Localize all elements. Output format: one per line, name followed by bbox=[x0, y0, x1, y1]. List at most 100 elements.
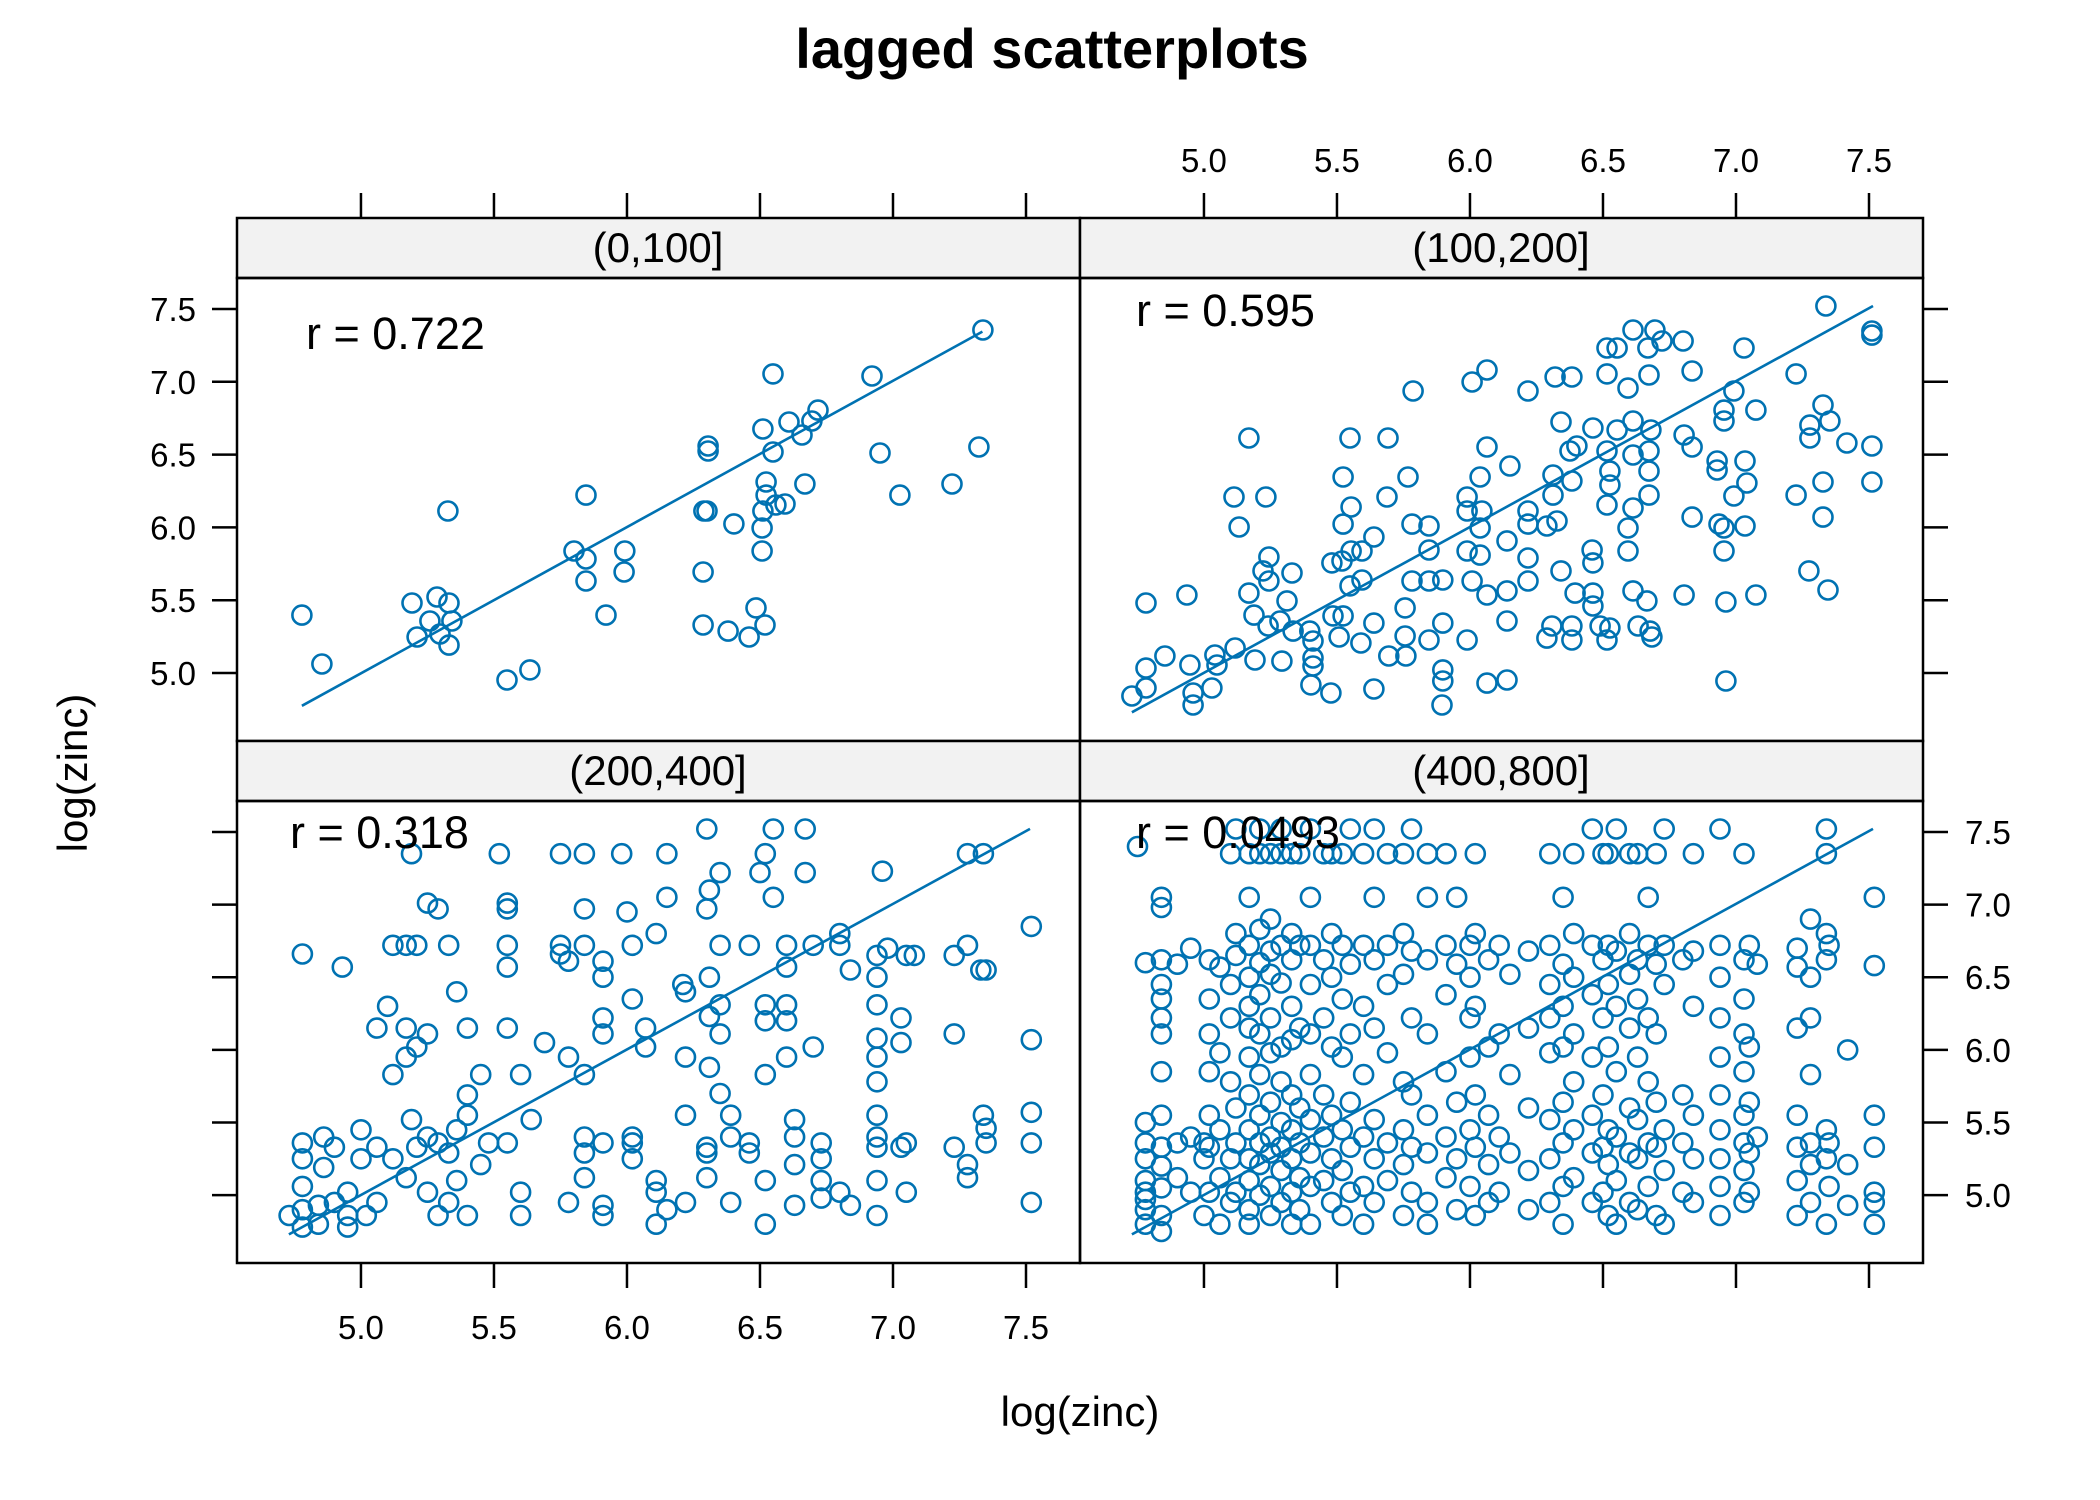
data-point bbox=[751, 517, 773, 539]
data-point bbox=[1312, 1126, 1335, 1148]
data-point bbox=[866, 944, 888, 967]
data-point bbox=[613, 561, 635, 583]
data-point bbox=[1562, 842, 1585, 865]
data-point bbox=[1477, 948, 1500, 971]
data-point bbox=[1134, 1132, 1157, 1154]
data-point bbox=[1709, 818, 1731, 840]
points-panel-1 bbox=[1121, 295, 1883, 716]
data-point bbox=[488, 842, 511, 865]
data-point bbox=[1738, 1091, 1761, 1113]
data-point bbox=[1352, 995, 1375, 1018]
data-point bbox=[1401, 513, 1423, 535]
data-point bbox=[496, 956, 519, 978]
correlation-label-panel-2: r = 0.318 bbox=[290, 807, 469, 858]
data-point bbox=[709, 861, 731, 884]
data-point bbox=[1392, 922, 1415, 945]
data-point bbox=[1249, 1023, 1271, 1045]
data-point bbox=[1645, 1023, 1667, 1045]
data-point bbox=[1536, 515, 1558, 537]
data-point bbox=[366, 1017, 388, 1039]
data-point bbox=[1193, 1148, 1215, 1170]
data-point bbox=[774, 493, 796, 515]
data-point bbox=[943, 1023, 966, 1045]
data-point bbox=[1517, 940, 1540, 962]
data-point bbox=[1709, 1046, 1731, 1068]
data-point bbox=[1352, 1175, 1375, 1198]
strip-panel-3 bbox=[1078, 739, 1925, 803]
data-point bbox=[1435, 1166, 1457, 1189]
x-tick-label-bottom: 5.0 bbox=[338, 1309, 384, 1346]
data-point bbox=[751, 540, 773, 562]
data-point bbox=[1606, 419, 1628, 441]
data-point bbox=[1464, 1136, 1487, 1158]
data-point bbox=[1400, 940, 1423, 962]
data-point bbox=[1863, 1136, 1886, 1158]
data-point bbox=[1363, 948, 1385, 971]
data-point bbox=[794, 473, 816, 495]
data-point bbox=[1863, 1104, 1886, 1126]
data-point bbox=[1257, 615, 1279, 637]
data-point bbox=[616, 901, 638, 923]
data-point bbox=[1300, 674, 1322, 696]
data-point bbox=[621, 1132, 644, 1154]
data-point bbox=[1331, 934, 1354, 957]
data-point bbox=[1432, 670, 1454, 692]
data-point bbox=[1176, 584, 1198, 606]
data-point bbox=[427, 1204, 449, 1227]
data-point bbox=[1418, 539, 1440, 561]
data-point bbox=[1818, 934, 1840, 957]
data-point bbox=[1799, 1007, 1822, 1029]
y-tick-label-left: 6.5 bbox=[150, 437, 196, 474]
data-point bbox=[828, 922, 851, 945]
data-point bbox=[1020, 915, 1043, 938]
data-point bbox=[1179, 654, 1201, 676]
data-point bbox=[1209, 1119, 1231, 1141]
data-point bbox=[1708, 513, 1730, 535]
data-point bbox=[1238, 1213, 1260, 1235]
data-point bbox=[895, 944, 918, 967]
data-point bbox=[1363, 818, 1385, 840]
data-point bbox=[839, 1194, 862, 1217]
data-point bbox=[866, 1046, 888, 1068]
data-point bbox=[943, 1136, 966, 1158]
data-point bbox=[1682, 1148, 1705, 1170]
x-tick-label-bottom: 6.5 bbox=[737, 1309, 783, 1346]
data-point bbox=[1339, 1136, 1362, 1158]
data-point bbox=[1626, 1108, 1649, 1131]
data-point bbox=[1280, 1213, 1303, 1235]
data-point bbox=[1626, 988, 1649, 1010]
data-point bbox=[1539, 1191, 1561, 1214]
data-point bbox=[1723, 380, 1745, 402]
data-point bbox=[1238, 934, 1260, 957]
data-point bbox=[1435, 983, 1457, 1006]
data-point bbox=[1799, 414, 1821, 436]
data-point bbox=[1459, 966, 1481, 989]
data-point bbox=[1376, 1042, 1399, 1064]
data-point bbox=[456, 1084, 479, 1106]
points-panel-0 bbox=[291, 319, 994, 707]
data-point bbox=[1238, 427, 1260, 449]
data-point bbox=[762, 886, 785, 909]
data-point bbox=[1552, 1213, 1574, 1235]
data-point bbox=[400, 842, 423, 865]
data-point bbox=[1312, 948, 1335, 971]
data-point bbox=[1320, 1191, 1343, 1214]
data-point bbox=[323, 1191, 346, 1214]
data-point bbox=[1270, 1159, 1292, 1182]
data-point bbox=[645, 1169, 668, 1192]
data-point bbox=[1331, 842, 1354, 865]
data-point bbox=[745, 597, 767, 619]
data-point bbox=[1681, 360, 1703, 382]
data-point bbox=[1477, 1191, 1500, 1214]
data-point bbox=[956, 934, 979, 957]
data-point bbox=[674, 1046, 697, 1068]
data-point bbox=[1561, 629, 1583, 651]
data-point bbox=[1432, 569, 1454, 591]
data-point bbox=[1339, 427, 1361, 449]
data-point bbox=[1599, 617, 1621, 639]
data-point bbox=[1400, 1181, 1423, 1203]
data-point bbox=[1815, 1119, 1838, 1141]
data-point bbox=[1542, 484, 1564, 506]
data-point bbox=[573, 842, 596, 865]
data-point bbox=[1496, 669, 1518, 691]
